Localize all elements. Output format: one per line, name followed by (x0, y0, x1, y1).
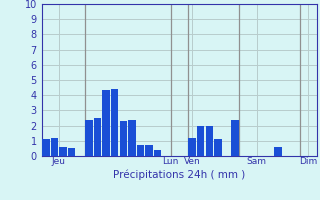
Bar (85, 120, 92, 156)
Bar (94, 118, 101, 156)
X-axis label: Précipitations 24h ( mm ): Précipitations 24h ( mm ) (113, 169, 245, 180)
Bar (154, 150, 161, 156)
Bar (214, 139, 221, 156)
Bar (231, 120, 239, 156)
Bar (188, 138, 196, 156)
Bar (128, 120, 136, 156)
Bar (51, 138, 58, 156)
Bar (146, 145, 153, 156)
Bar (206, 126, 213, 156)
Bar (275, 147, 282, 156)
Bar (120, 121, 127, 156)
Bar (111, 89, 118, 156)
Bar (102, 90, 110, 156)
Bar (68, 148, 75, 156)
Bar (60, 147, 67, 156)
Bar (42, 139, 50, 156)
Bar (137, 145, 144, 156)
Bar (197, 126, 204, 156)
